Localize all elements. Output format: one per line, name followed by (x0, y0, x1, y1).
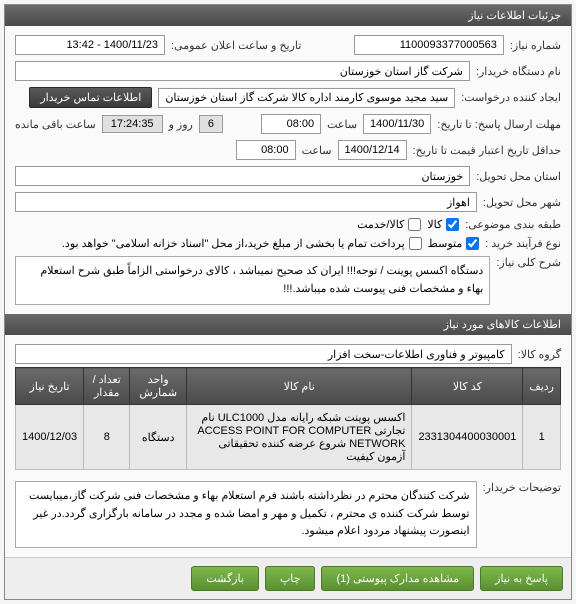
group-label: گروه کالا: (518, 348, 561, 361)
validity-date: 1400/12/14 (338, 140, 407, 160)
goods-checkbox-wrap: کالا (427, 218, 459, 231)
respond-button[interactable]: پاسخ به نیاز (480, 566, 563, 591)
goods-checkbox-label: کالا (427, 218, 442, 231)
table-row: 1 2331304400030001 اکسس پوینت شبکه رایان… (16, 405, 561, 470)
requester-value: سید مجید موسوی کارمند اداره کالا شرکت گا… (158, 88, 455, 108)
province-value: خوزستان (15, 166, 470, 186)
goods-checkbox[interactable] (446, 218, 459, 231)
panel-header[interactable]: جزئیات اطلاعات نیاز (5, 5, 571, 26)
medium-checkbox-label: متوسط (428, 237, 463, 250)
general-desc-value: دستگاه اکسس پوینت / توجه!!! ایران کد صحی… (15, 256, 490, 305)
extra-desc-value: شرکت کنندگان محترم در نظرداشته باشند فرم… (15, 481, 477, 548)
table-header-row: ردیف کد کالا نام کالا واحد شمارش تعداد /… (16, 368, 561, 405)
payment-checkbox[interactable] (409, 237, 422, 250)
attachments-button[interactable]: مشاهده مدارک پیوستی (1) (321, 566, 474, 591)
th-unit: واحد شمارش (130, 368, 187, 405)
remaining-days: 6 (199, 115, 223, 133)
buyer-org-label: نام دستگاه خریدار: (476, 65, 561, 78)
service-checkbox-wrap: کالا/خدمت (357, 218, 421, 231)
validity-time: 08:00 (236, 140, 296, 160)
th-code: کد کالا (412, 368, 523, 405)
announce-date-value: 1400/11/23 - 13:42 (15, 35, 165, 55)
cell-idx: 1 (523, 405, 561, 470)
th-idx: ردیف (523, 368, 561, 405)
items-subheader[interactable]: اطلاعات کالاهای مورد نیاز (5, 314, 571, 335)
remaining-days-suffix: روز و (169, 118, 193, 131)
extra-desc-label: توضیحات خریدار: (483, 481, 561, 494)
payment-note: پرداخت تمام یا بخشی از مبلغ خرید،از محل … (62, 237, 405, 250)
deadline-time: 08:00 (261, 114, 321, 134)
general-desc-label: شرح کلی نیاز: (496, 256, 561, 269)
request-no-value: 1100093377000563 (354, 35, 504, 55)
province-label: استان محل تحویل: (476, 170, 561, 183)
main-panel: جزئیات اطلاعات نیاز شماره نیاز: 11000933… (4, 4, 572, 600)
announce-date-label: تاریخ و ساعت اعلان عمومی: (171, 39, 301, 52)
panel-title: جزئیات اطلاعات نیاز (468, 10, 561, 22)
th-qty: تعداد / مقدار (84, 368, 130, 405)
city-label: شهر محل تحویل: (483, 196, 561, 209)
validity-label: حداقل تاریخ اعتبار قیمت تا تاریخ: (413, 144, 561, 157)
deadline-label: مهلت ارسال پاسخ: تا تاریخ: (437, 118, 561, 131)
items-table: ردیف کد کالا نام کالا واحد شمارش تعداد /… (15, 367, 561, 470)
validity-time-label: ساعت (302, 144, 332, 157)
medium-checkbox-wrap: متوسط (428, 237, 480, 250)
cell-date: 1400/12/03 (16, 405, 84, 470)
service-checkbox[interactable] (408, 218, 421, 231)
contact-buyer-button[interactable]: اطلاعات تماس خریدار (29, 87, 152, 108)
print-button[interactable]: چاپ (265, 566, 316, 591)
back-button[interactable]: بازگشت (191, 566, 259, 591)
footer-buttons: پاسخ به نیاز مشاهده مدارک پیوستی (1) چاپ… (5, 557, 571, 599)
medium-checkbox[interactable] (466, 237, 479, 250)
panel-body: شماره نیاز: 1100093377000563 تاریخ و ساع… (5, 26, 571, 557)
items-subheader-title: اطلاعات کالاهای مورد نیاز (444, 319, 561, 331)
city-value: اهواز (15, 192, 477, 212)
buyer-org-value: شرکت گاز استان خوزستان (15, 61, 470, 81)
group-value: کامپیوتر و فناوری اطلاعات-سخت افزار (15, 344, 512, 364)
requester-label: ایجاد کننده درخواست: (461, 91, 561, 104)
buyprocess-label: نوع فرآیند خرید : (485, 237, 561, 250)
request-no-label: شماره نیاز: (510, 39, 561, 52)
th-name: نام کالا (187, 368, 412, 405)
cell-qty: 8 (84, 405, 130, 470)
category-label: طبقه بندی موضوعی: (465, 218, 561, 231)
remaining-suffix: ساعت باقی مانده (15, 118, 96, 131)
payment-note-wrap: پرداخت تمام یا بخشی از مبلغ خرید،از محل … (62, 237, 422, 250)
deadline-date: 1400/11/30 (363, 114, 431, 134)
cell-unit: دستگاه (130, 405, 187, 470)
remaining-time: 17:24:35 (102, 115, 163, 133)
th-date: تاریخ نیاز (16, 368, 84, 405)
cell-code: 2331304400030001 (412, 405, 523, 470)
deadline-time-label: ساعت (327, 118, 357, 131)
service-checkbox-label: کالا/خدمت (357, 218, 404, 231)
cell-name: اکسس پوینت شبکه رایانه مدل ULC1000 نام ت… (187, 405, 412, 470)
